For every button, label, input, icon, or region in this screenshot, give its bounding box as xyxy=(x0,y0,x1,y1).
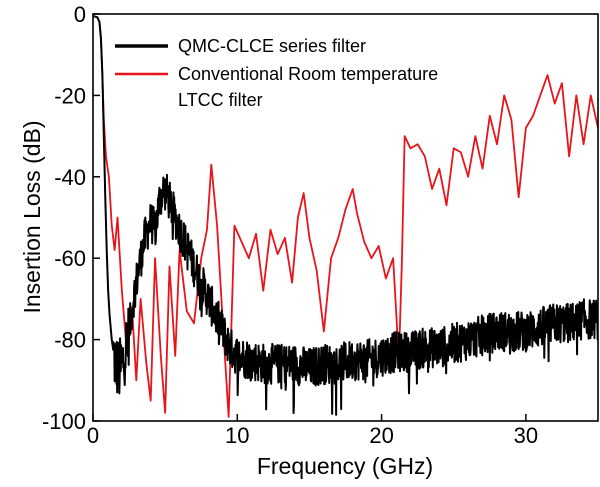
y-tick-label: -40 xyxy=(54,165,86,190)
tick-layer: 0 10 20 30 0 -20 -40 -60 -80 -100 xyxy=(42,2,538,448)
x-tick-label: 30 xyxy=(514,423,538,448)
y-tick-label: -20 xyxy=(54,83,86,108)
y-tick-label: 0 xyxy=(74,2,86,27)
legend: QMC-CLCE series filter Conventional Room… xyxy=(115,36,438,110)
legend-label-qmc: QMC-CLCE series filter xyxy=(178,36,366,56)
x-axis-title: Frequency (GHz) xyxy=(257,453,433,479)
series-line-qmc-clce xyxy=(93,15,598,416)
x-tick-label: 10 xyxy=(225,423,249,448)
y-tick-label: -100 xyxy=(42,409,86,434)
y-tick-label: -60 xyxy=(54,246,86,271)
series-layer xyxy=(93,15,598,418)
legend-label-ltcc-line2: LTCC filter xyxy=(178,90,263,110)
y-tick-label: -80 xyxy=(54,328,86,353)
x-tick-label: 20 xyxy=(369,423,393,448)
plot-frame xyxy=(92,13,599,422)
series-line-ltcc xyxy=(93,15,598,418)
x-tick-label: 0 xyxy=(87,423,99,448)
legend-label-ltcc-line1: Conventional Room temperature xyxy=(178,64,438,84)
y-axis-title: Insertion Loss (dB) xyxy=(19,120,45,313)
